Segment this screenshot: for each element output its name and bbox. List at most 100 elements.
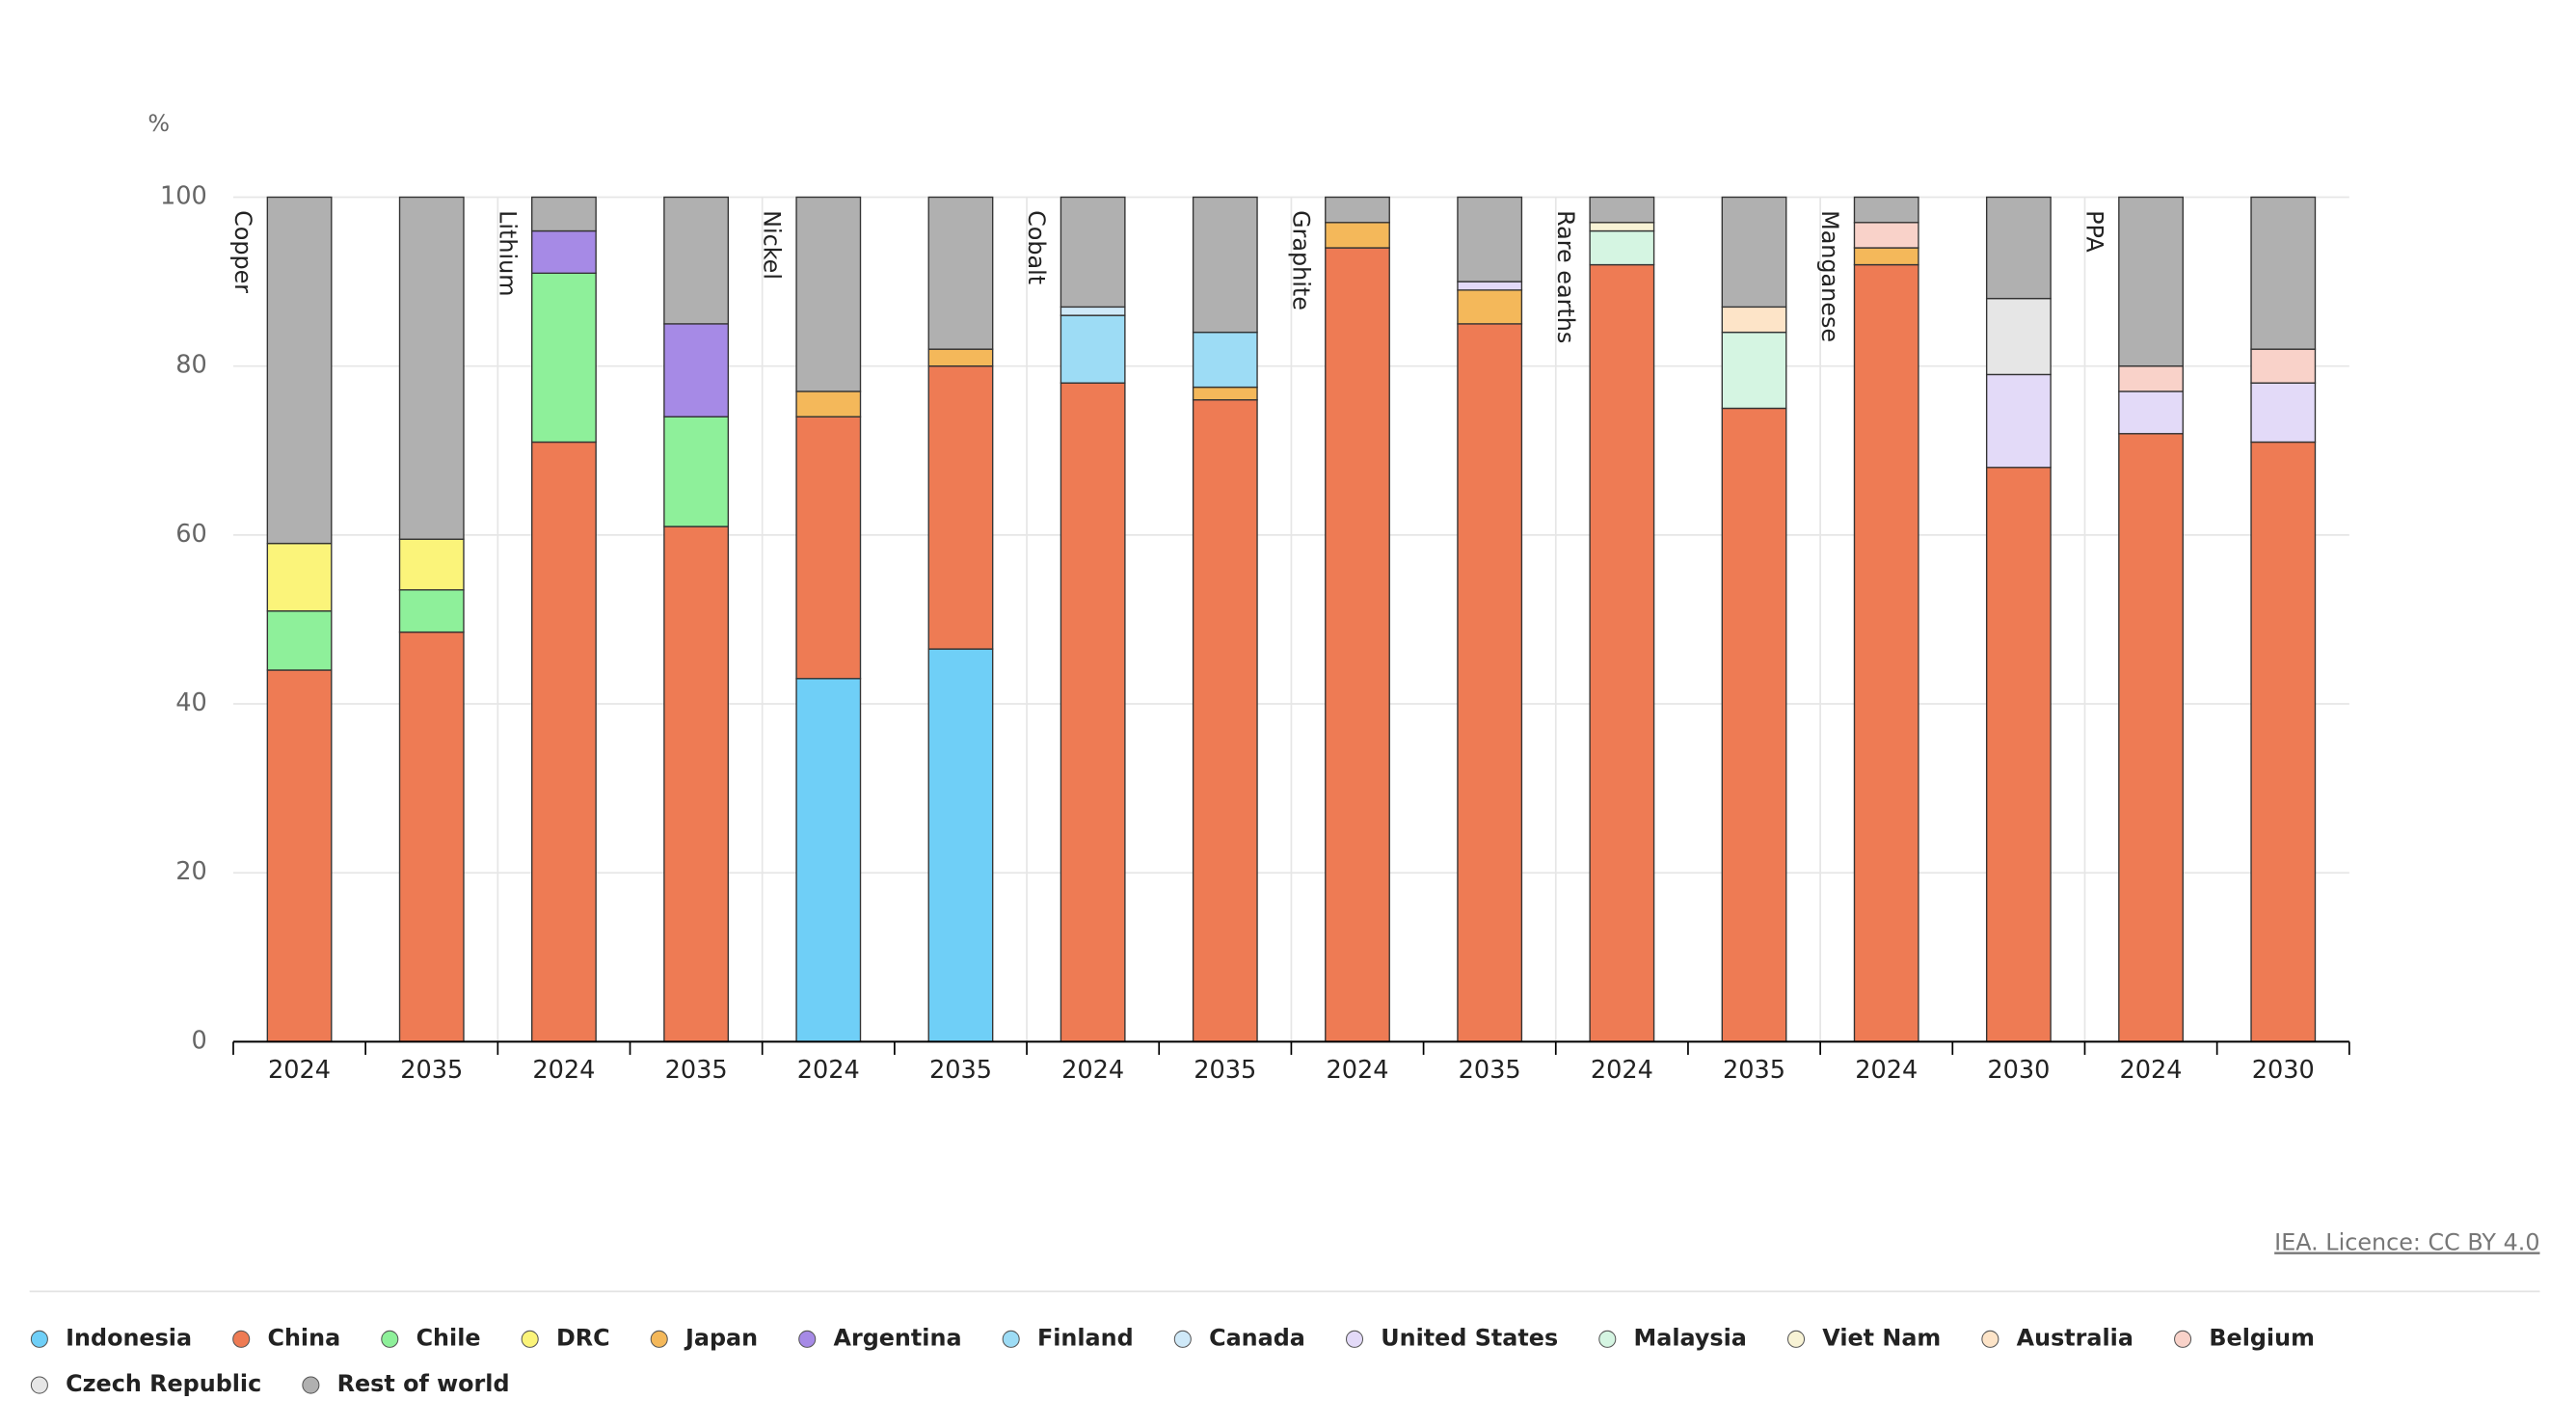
x-tick-label: 2024 — [2120, 1056, 2183, 1085]
source-link[interactable]: IEA. Licence: CC BY 4.0 — [2274, 1228, 2539, 1255]
bar-segment — [1853, 222, 1919, 249]
bar-segment — [1589, 263, 1655, 1043]
y-tick-label: 80 — [175, 351, 207, 380]
bar-segment — [2118, 433, 2184, 1043]
bar-segment — [1325, 196, 1390, 224]
bar-segment — [1457, 289, 1523, 325]
bar-segment — [1985, 373, 2052, 469]
bar-segment — [1721, 407, 1787, 1043]
legend-text: Finland — [1037, 1324, 1134, 1351]
legend-text: United States — [1381, 1324, 1558, 1351]
bar-segment — [927, 648, 994, 1043]
legend-marker — [232, 1330, 251, 1348]
legend-text: Belgium — [2209, 1324, 2315, 1351]
bar-segment — [1721, 306, 1787, 334]
legend-marker — [1173, 1330, 1192, 1348]
legend-text: Rest of world — [337, 1370, 510, 1397]
x-tick-label: 2030 — [2252, 1056, 2315, 1085]
group-label: PPA — [2081, 210, 2108, 253]
legend-text: Indonesia — [66, 1324, 192, 1351]
bar-segment — [663, 525, 730, 1043]
bar-segment — [927, 348, 994, 367]
bar-segment — [398, 631, 465, 1043]
legend-text: Canada — [1209, 1324, 1305, 1351]
x-tick-label: 2035 — [1459, 1056, 1521, 1085]
legend-marker — [2174, 1330, 2192, 1348]
y-tick-label: 40 — [175, 688, 207, 717]
x-tick-label: 2024 — [1061, 1056, 1124, 1085]
x-tick-label: 2024 — [797, 1056, 860, 1085]
bar-segment — [663, 196, 730, 325]
bar-segment — [2118, 196, 2184, 367]
bar-segment — [266, 542, 333, 612]
bar-segment — [2118, 390, 2184, 435]
bar-segment — [1325, 247, 1390, 1043]
group-label: Manganese — [1816, 210, 1843, 342]
legend-marker — [521, 1330, 539, 1348]
bar-segment — [795, 678, 862, 1043]
bar-segment — [531, 441, 597, 1043]
bar-segment — [2250, 382, 2317, 444]
x-tick-label: 2024 — [532, 1056, 595, 1085]
legend-text: Czech Republic — [66, 1370, 261, 1397]
bar-segment — [1457, 281, 1523, 291]
legend-text: DRC — [556, 1324, 610, 1351]
bar-segment — [1192, 399, 1258, 1043]
group-label: Copper — [229, 210, 256, 293]
bar-segment — [531, 196, 597, 232]
bar-segment — [1457, 196, 1523, 283]
legend-marker — [1345, 1330, 1364, 1348]
y-tick-label: 100 — [160, 181, 207, 210]
bar-segment — [398, 196, 465, 540]
bar-segment — [1060, 306, 1126, 316]
bar-segment — [1721, 196, 1787, 309]
y-tick-label: 20 — [175, 857, 207, 886]
bar-segment — [663, 416, 730, 527]
bar-segment — [795, 416, 862, 680]
legend-marker — [798, 1330, 817, 1348]
group-label: Graphite — [1287, 210, 1314, 310]
bar-segment — [795, 390, 862, 417]
bar-segment — [1060, 196, 1126, 309]
legend-marker — [1002, 1330, 1020, 1348]
bar-segment — [927, 196, 994, 350]
legend-text: Viet Nam — [1822, 1324, 1941, 1351]
group-label: Nickel — [759, 210, 786, 280]
bar-segment — [927, 364, 994, 650]
bar-segment — [1589, 222, 1655, 232]
legend-text: Japan — [684, 1324, 758, 1351]
legend-text: Chile — [416, 1324, 481, 1351]
bar-segment — [1589, 196, 1655, 224]
bar-segment — [1457, 323, 1523, 1043]
legend-marker — [650, 1330, 668, 1348]
legend-text: China — [267, 1324, 340, 1351]
bar-segment — [398, 589, 465, 633]
bar-segment — [531, 272, 597, 444]
bar-segment — [1325, 222, 1390, 249]
bar-segment — [1192, 331, 1258, 389]
y-tick-label: 60 — [175, 520, 207, 549]
bar-segment — [1853, 196, 1919, 224]
x-tick-label: 2024 — [1855, 1056, 1918, 1085]
legend-marker — [30, 1330, 48, 1348]
legend-text: Argentina — [833, 1324, 961, 1351]
bar-segment — [2250, 348, 2317, 384]
legend-marker — [30, 1376, 48, 1394]
bar-segment — [1060, 382, 1126, 1043]
x-tick-label: 2035 — [929, 1056, 992, 1085]
bar-segment — [398, 538, 465, 591]
bar-segment — [531, 229, 597, 275]
group-label: Lithium — [494, 210, 521, 296]
legend-text: Australia — [2017, 1324, 2133, 1351]
bar-segment — [266, 196, 333, 545]
x-tick-label: 2024 — [268, 1056, 331, 1085]
bar-segment — [1721, 331, 1787, 410]
x-tick-label: 2035 — [665, 1056, 728, 1085]
bar-segment — [1192, 386, 1258, 401]
bar-segment — [266, 610, 333, 671]
x-tick-label: 2035 — [1194, 1056, 1256, 1085]
group-label: Rare earths — [1552, 210, 1579, 343]
bar-segment — [1060, 314, 1126, 384]
x-tick-label: 2030 — [1987, 1056, 2050, 1085]
bar-segment — [1853, 263, 1919, 1043]
